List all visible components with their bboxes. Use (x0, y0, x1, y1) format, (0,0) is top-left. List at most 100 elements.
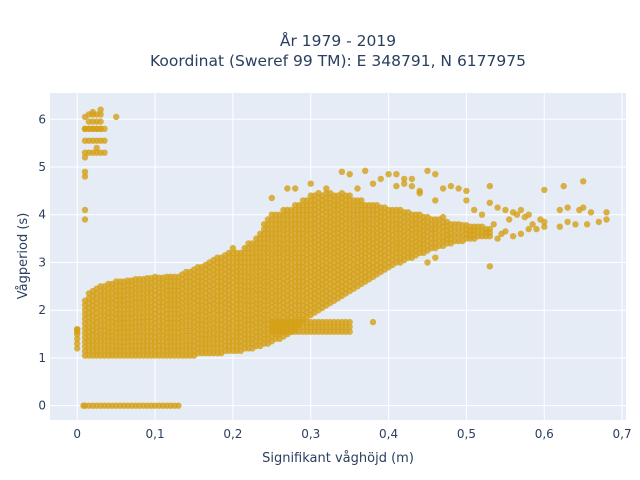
data-point (369, 318, 377, 326)
data-point (502, 206, 509, 214)
data-point (486, 263, 493, 270)
data-point (268, 194, 275, 202)
data-point (97, 118, 104, 125)
data-point (525, 225, 532, 233)
data-point (463, 187, 470, 195)
y-tick-labels: 0 1 2 3 4 5 6 (38, 112, 46, 412)
data-point (408, 175, 416, 183)
data-point (81, 206, 89, 214)
data-point (401, 180, 408, 187)
data-point (478, 211, 486, 218)
data-point (101, 137, 108, 144)
data-point (603, 216, 610, 223)
x-axis-title: Signifikant våghöjd (m) (262, 451, 414, 466)
data-point (354, 185, 361, 192)
data-point (455, 185, 462, 192)
data-point (393, 171, 400, 178)
data-point (556, 223, 563, 230)
data-point (97, 111, 104, 118)
data-point (377, 175, 384, 183)
data-point (369, 180, 377, 187)
data-point (93, 144, 100, 152)
data-point (533, 225, 540, 233)
data-point (580, 204, 587, 211)
data-point (541, 223, 548, 230)
y-tick-label: 2 (38, 303, 46, 317)
data-point (506, 216, 513, 223)
data-point (401, 175, 408, 183)
data-points (74, 106, 610, 409)
data-point (517, 206, 525, 214)
y-tick-label: 0 (38, 399, 46, 413)
data-point (564, 204, 571, 211)
data-point (346, 192, 353, 199)
data-point (81, 154, 89, 161)
x-tick-label: 0,7 (613, 427, 632, 441)
y-tick-label: 5 (38, 160, 46, 174)
data-point (74, 340, 81, 347)
data-point (74, 326, 81, 333)
data-point (556, 206, 563, 214)
data-point (521, 213, 528, 221)
data-point (97, 106, 104, 113)
data-point (284, 185, 291, 192)
data-point (580, 178, 587, 185)
data-point (583, 221, 591, 228)
data-point (101, 149, 108, 156)
x-tick-label: 0,2 (223, 427, 242, 441)
data-point (89, 108, 97, 116)
x-tick-label: 0,4 (379, 427, 398, 441)
data-point (229, 244, 237, 252)
data-point (595, 218, 602, 226)
data-point (486, 199, 493, 206)
data-point (424, 259, 431, 266)
data-point (486, 182, 493, 190)
data-point (97, 125, 104, 132)
data-point (494, 235, 501, 242)
data-point (346, 328, 353, 335)
data-point (432, 171, 439, 178)
data-point (564, 218, 571, 226)
data-point (113, 113, 120, 121)
data-point (572, 221, 579, 228)
data-point (292, 185, 299, 192)
data-point (537, 216, 544, 223)
data-point (81, 168, 89, 175)
y-axis-title: Vågperiod (s) (16, 213, 31, 300)
data-point (338, 168, 346, 175)
data-point (416, 190, 423, 197)
data-point (81, 173, 89, 180)
data-point (517, 230, 525, 237)
data-point (513, 211, 521, 218)
data-point (490, 221, 497, 228)
x-tick-label: 0,3 (301, 427, 320, 441)
data-point (80, 402, 87, 409)
data-point (81, 113, 89, 121)
data-point (541, 186, 548, 194)
x-tick-label: 0,5 (457, 427, 476, 441)
data-point (74, 335, 81, 342)
data-point (498, 230, 505, 237)
data-point (346, 171, 353, 178)
data-point (603, 209, 610, 216)
data-point (509, 233, 517, 240)
data-point (385, 171, 392, 178)
data-point (408, 182, 416, 190)
x-tick-labels: 0 0,1 0,2 0,3 0,4 0,5 0,6 0,7 (73, 427, 631, 441)
x-tick-label: 0,6 (535, 427, 554, 441)
data-point (424, 167, 431, 174)
data-point (529, 221, 536, 228)
data-point (587, 209, 595, 216)
data-point (439, 185, 447, 192)
data-point (358, 197, 365, 204)
x-tick-label: 0 (73, 427, 81, 441)
data-point (74, 345, 81, 352)
data-point (432, 254, 439, 261)
data-point (471, 206, 478, 214)
y-tick-label: 6 (38, 112, 46, 126)
data-point (346, 318, 353, 326)
data-point (486, 225, 493, 233)
data-point (307, 180, 314, 187)
data-point (81, 216, 89, 223)
